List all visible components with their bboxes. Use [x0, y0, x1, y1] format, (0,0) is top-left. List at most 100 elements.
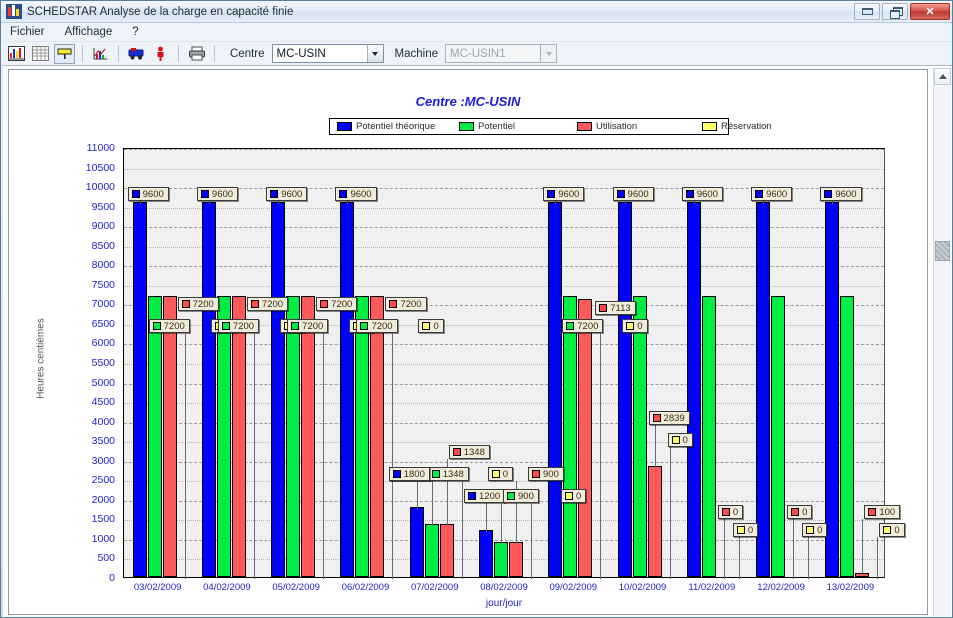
y-tick-label: 4000 — [91, 415, 115, 428]
bar-potentiel-th-orique-4 — [409, 506, 424, 577]
yellow-filter-icon[interactable] — [54, 43, 75, 64]
leader-line — [555, 201, 557, 204]
data-label: 1800 — [388, 467, 430, 481]
centre-select[interactable]: MC-USIN — [271, 44, 384, 63]
menu-item-fichier[interactable]: Fichier — [10, 26, 45, 38]
data-label-value: 0 — [802, 506, 808, 518]
bar-potentiel-1 — [216, 295, 231, 577]
y-axis-title: Heures centièmes — [35, 318, 47, 399]
legend-item-3: Réservation — [695, 121, 772, 132]
data-label-swatch — [392, 470, 401, 478]
gridline — [124, 305, 884, 307]
y-tick-label: 2000 — [91, 493, 115, 506]
gridline — [124, 227, 884, 229]
chevron-down-icon-machine[interactable] — [540, 45, 556, 62]
machine-select[interactable]: MC-USIN1 — [445, 44, 557, 63]
chevron-down-icon[interactable] — [366, 45, 383, 62]
leader-line — [516, 481, 517, 544]
data-label-swatch — [616, 190, 625, 198]
bar-potentiel-6 — [563, 295, 578, 577]
grid-table-icon[interactable] — [30, 44, 51, 64]
x-tick-label: 04/02/2009 — [203, 582, 251, 593]
data-label: 1200 — [464, 489, 506, 503]
leader-line — [431, 481, 433, 527]
data-label-swatch — [200, 190, 209, 198]
client-area: Centre :MC-USIN Potentiel théorique Poten… — [3, 65, 952, 617]
data-label-swatch — [791, 508, 800, 516]
restore-button[interactable] — [882, 3, 908, 20]
data-label-value: 7200 — [163, 320, 185, 332]
bar-potentiel-7 — [632, 295, 647, 577]
data-label-swatch — [152, 322, 161, 330]
data-label: 9600 — [681, 187, 723, 201]
histogram-icon[interactable] — [90, 44, 111, 64]
machine-icon[interactable] — [126, 44, 147, 64]
data-label-value: 0 — [894, 524, 900, 536]
x-tick-label: 06/02/2009 — [341, 582, 390, 593]
y-tick-label: 11000 — [86, 142, 115, 154]
y-tick-label: 7500 — [91, 278, 115, 291]
leader-line — [461, 481, 463, 579]
leader-line — [600, 333, 602, 579]
data-label-value: 1348 — [463, 446, 485, 458]
leader-line — [184, 333, 186, 579]
data-label-swatch — [291, 322, 300, 330]
scroll-up-button[interactable] — [934, 68, 951, 85]
menu-item-affichage[interactable]: Affichage — [64, 26, 113, 38]
legend-item-1: Potentiel — [452, 121, 515, 132]
vertical-scrollbar[interactable] — [933, 68, 951, 616]
y-tick-label: 10000 — [85, 181, 115, 194]
leader-line — [669, 447, 671, 579]
data-label-swatch — [431, 470, 440, 478]
y-tick-label: 10500 — [85, 161, 115, 174]
data-label: 7200 — [148, 319, 190, 333]
bar-potentiel-th-orique-7 — [617, 201, 632, 577]
data-label-swatch — [250, 300, 259, 308]
data-label-swatch — [389, 300, 398, 308]
data-label-swatch — [671, 436, 680, 444]
data-label: 9600 — [612, 187, 654, 201]
x-tick-label: 05/02/2009 — [272, 582, 320, 593]
data-label-swatch — [422, 322, 431, 330]
y-tick-label: 8000 — [91, 259, 115, 272]
bar-potentiel-2 — [286, 295, 301, 577]
data-label-swatch — [507, 492, 515, 500]
data-label: 0 — [879, 523, 905, 537]
scrollbar-thumb[interactable] — [935, 241, 950, 261]
bar-potentiel-3 — [355, 295, 370, 577]
minimize-button[interactable] — [854, 3, 880, 20]
data-label: 900 — [528, 467, 564, 481]
chart-legend: Potentiel théorique Potentiel Utilisation R… — [329, 118, 772, 135]
data-label-value: 7200 — [192, 298, 214, 310]
data-label-value: 0 — [637, 320, 643, 332]
leader-line — [531, 503, 532, 579]
x-tick-label: 13/02/2009 — [826, 582, 875, 593]
data-label: 7200 — [356, 319, 398, 333]
close-button[interactable]: ✕ — [910, 3, 950, 20]
gridline — [124, 324, 884, 326]
gridline — [124, 188, 884, 190]
bar-chart-icon[interactable] — [6, 44, 27, 64]
bar-utilisation-2 — [301, 295, 316, 577]
y-tick-label: 3000 — [91, 454, 115, 467]
person-icon[interactable] — [150, 44, 171, 64]
data-label: 2839 — [648, 411, 690, 425]
data-label-value: 0 — [433, 320, 439, 332]
data-label: 0 — [561, 489, 587, 503]
menu-item-help[interactable]: ? — [132, 26, 139, 38]
legend-swatch-0 — [337, 122, 352, 131]
data-label-value: 7200 — [371, 320, 393, 332]
bar-potentiel-th-orique-0 — [132, 201, 147, 577]
printer-icon[interactable] — [186, 44, 207, 64]
toolbar-separator-3 — [178, 45, 179, 62]
data-label-swatch — [755, 190, 764, 198]
leader-line — [738, 537, 740, 579]
data-label-swatch — [491, 470, 500, 478]
leader-line — [793, 519, 795, 579]
data-label-value: 9600 — [211, 188, 234, 200]
bar-utilisation-4 — [439, 524, 454, 577]
y-tick-label: 500 — [97, 552, 115, 565]
y-axis-labels: 0 500 1000 1500 2000 2500 3000 3500 4000 4500 5000… — [71, 142, 119, 584]
schedstar-app-icon — [6, 4, 22, 19]
data-label-value: 7200 — [577, 320, 599, 332]
